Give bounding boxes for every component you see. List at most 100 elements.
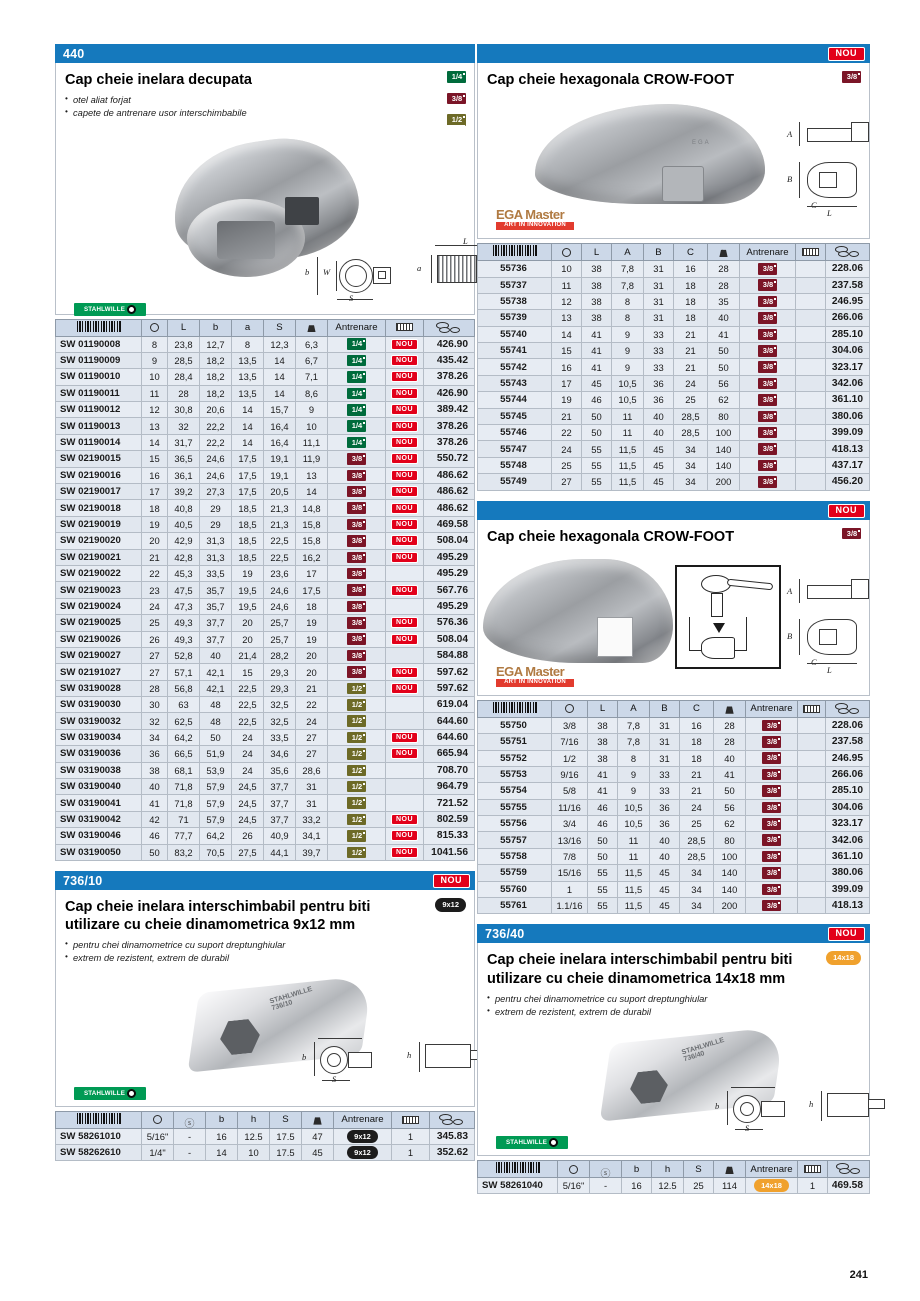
table-row[interactable]: SW 01190013 13 32 22,2 14 16,4 10 1/4 NOU 378.26 [55, 417, 475, 435]
table-row[interactable]: 55757 13/16 50 11 40 28,5 80 3/8 342.06 [477, 831, 870, 849]
table-row[interactable]: 55743 17 45 10,5 36 24 56 3/8 342.06 [477, 374, 870, 393]
table-row[interactable]: 55760 1 55 11,5 45 34 140 3/8 399.09 [477, 880, 870, 899]
table-row[interactable]: SW 03190042 42 71 57,9 24,5 37,7 33,2 1/2 NOU 802… [55, 810, 475, 829]
table-row[interactable]: SW 58262610 1/4" -14 10 17.5 45 9x12 1 352.62 [55, 1144, 475, 1162]
cell-l: 47,5 [167, 581, 200, 599]
table-row[interactable]: 55739 13 38 8 31 18 40 3/8 266.06 [477, 309, 870, 327]
table-row[interactable]: SW 02190017 17 39,2 27,3 17,5 20,5 14 3/8 NOU 486… [55, 483, 475, 501]
cell-l: 50 [587, 847, 618, 866]
table-row[interactable]: 55759 15/16 55 11,5 45 34 140 3/8 380.06 [477, 864, 870, 882]
table-row[interactable]: SW 02190021 21 42,8 31,3 18,5 22,5 16,2 3/8 NOU 4… [55, 548, 475, 566]
table-row[interactable]: SW 01190011 11 28 18,2 13,5 14 8,6 1/4 NOU 426.90 [55, 384, 475, 403]
cell-qty [797, 815, 826, 833]
table-row[interactable]: 55744 19 46 10,5 36 25 62 3/8 361.10 [477, 391, 870, 409]
table-row[interactable]: 55751 7/16 38 7,8 31 18 28 3/8 237.58 [477, 733, 870, 751]
table-row[interactable]: SW 01190012 12 30,8 20,6 14 15,7 9 1/4 NOU 389.42 [55, 401, 475, 419]
cell-weight: 40 [713, 749, 746, 767]
table-row[interactable]: SW 01190010 10 28,4 18,2 13,5 14 7,1 1/4 NOU 378.… [55, 368, 475, 386]
table-row[interactable]: 55752 1/2 38 8 31 18 40 3/8 246.95 [477, 749, 870, 767]
nou-badge: NOU [390, 682, 419, 694]
header-inch [589, 1160, 622, 1179]
cell-price: 495.29 [423, 548, 475, 566]
table-row[interactable]: SW 03190032 32 62,5 48 22,5 32,5 24 1/2 644.60 [55, 712, 475, 730]
table-row[interactable]: 55736 10 38 7,8 31 16 28 3/8 228.06 [477, 260, 870, 278]
table-row[interactable]: 55749 27 55 11,5 45 34 200 3/8 456.20 [477, 473, 870, 491]
table-row[interactable]: SW 02190025 25 49,3 37,7 20 25,7 19 3/8 NOU 576.3… [55, 614, 475, 632]
table-row[interactable]: 55755 11/16 46 10,5 36 24 56 3/8 304.06 [477, 798, 870, 817]
cell-code: SW 02190024 [55, 597, 142, 616]
table-row[interactable]: 55748 25 55 11,5 45 34 140 3/8 437.17 [477, 456, 870, 475]
table-row[interactable]: SW 01190009 9 28,5 18,2 13,5 14 6,7 1/4 NOU 435.4… [55, 351, 475, 370]
cell-a: 20 [231, 630, 264, 648]
diagram-label-b: b [302, 1051, 307, 1062]
table-row[interactable]: SW 02190020 20 42,9 31,3 18,5 22,5 15,8 3/8 NOU 5… [55, 532, 475, 550]
cell-weight: 47 [301, 1127, 334, 1146]
table-row[interactable]: SW 02190016 16 36,1 24,6 17,5 19,1 13 3/8 NOU 486… [55, 466, 475, 485]
table-row[interactable]: SW 03190030 30 63 48 22,5 32,5 22 1/2 619.04 [55, 696, 475, 714]
cell-qty [795, 456, 826, 475]
drive-chip: 3/8 [758, 476, 777, 488]
ega-master-tagline: ART IN INNOVATION [496, 678, 574, 687]
table-row[interactable]: SW 02190022 22 45,3 33,5 19 23,6 17 3/8 495.29 [55, 564, 475, 583]
section-crowfoot-inch-drive-chip: 3/8 [842, 527, 861, 540]
table-row[interactable]: SW 03190038 38 68,1 53,9 24 35,6 28,6 1/2 708.70 [55, 761, 475, 780]
table-row[interactable]: SW 03190046 46 77,7 64,2 26 40,9 34,1 1/2 NOU 815… [55, 827, 475, 845]
barcode-icon [492, 701, 537, 713]
cell-code: 55744 [477, 391, 552, 409]
table-row[interactable]: 55742 16 41 9 33 21 50 3/8 323.17 [477, 358, 870, 376]
table-row[interactable]: SW 02190015 15 36,5 24,6 17,5 19,1 11,9 3/8 NOU 5… [55, 450, 475, 468]
diagram-shank [348, 1051, 372, 1068]
table-row[interactable]: 55741 15 41 9 33 21 50 3/8 304.06 [477, 342, 870, 360]
cell-a: 13,5 [231, 368, 264, 386]
table-row[interactable]: SW 02190026 26 49,3 37,7 20 25,7 19 3/8 NOU 508.0… [55, 630, 475, 648]
table-row[interactable]: SW 58261040 5/16" -16 12.5 25 114 14x18 1 469.58 [477, 1177, 870, 1195]
header-a: A [611, 243, 644, 262]
table-row[interactable]: 55740 14 41 9 33 21 41 3/8 285.10 [477, 325, 870, 344]
drive-chip: 3/8 [762, 818, 781, 830]
table-row[interactable]: SW 02190019 19 40,5 29 18,5 21,3 15,8 3/8 NOU 469… [55, 515, 475, 534]
cell-s: 17.5 [269, 1144, 302, 1162]
coins-icon [834, 246, 861, 258]
cell-price: 323.17 [825, 815, 870, 833]
table-row[interactable]: SW 02190023 23 47,5 35,7 19,5 24,6 17,5 3/8 NOU 5… [55, 581, 475, 599]
table-row[interactable]: 55738 12 38 8 31 18 35 3/8 246.95 [477, 292, 870, 311]
table-row[interactable]: SW 03190034 34 64,2 50 24 33,5 27 1/2 NOU 644.60 [55, 728, 475, 747]
table-row[interactable]: 55737 11 38 7,8 31 18 28 3/8 237.58 [477, 276, 870, 294]
cell-qty [795, 292, 826, 311]
cell-size: 26 [141, 630, 168, 648]
table-row[interactable]: SW 01190014 14 31,7 22,2 14 16,4 11,1 1/4 NOU 378… [55, 433, 475, 452]
cell-weight: 17,5 [295, 581, 328, 599]
nou-cell [385, 712, 424, 730]
table-row[interactable]: 55756 3/4 46 10,5 36 25 62 3/8 323.17 [477, 815, 870, 833]
drive-chip: 3/8 [347, 666, 366, 678]
table-row[interactable]: 55746 22 50 11 40 28,5 100 3/8 399.09 [477, 424, 870, 442]
table-row[interactable]: 55750 3/8 38 7,8 31 16 28 3/8 228.06 [477, 716, 870, 735]
cell-weight: 31 [295, 778, 328, 796]
table-row[interactable]: 55761 1.1/16 55 11,5 45 34 200 3/8 418.13 [477, 897, 870, 915]
cell-drive: 3/8 [327, 499, 386, 517]
table-row[interactable]: SW 02190027 27 52,8 40 21,4 28,2 20 3/8 584.88 [55, 646, 475, 665]
table-row[interactable]: SW 03190050 50 83,2 70,5 27,5 44,1 39,7 1/2 NOU 1… [55, 843, 475, 862]
table-row[interactable]: 55758 7/8 50 11 40 28,5 100 3/8 361.10 [477, 847, 870, 866]
table-row[interactable]: SW 02190024 24 47,3 35,7 19,5 24,6 18 3/8 495.29 [55, 597, 475, 616]
cell-code: 55742 [477, 358, 552, 376]
table-row[interactable]: SW 03190036 36 66,5 51,9 24 34,6 27 1/2 NOU 665.9… [55, 745, 475, 763]
table-row[interactable]: 55747 24 55 11,5 45 34 140 3/8 418.13 [477, 440, 870, 458]
table-row[interactable]: 55754 5/8 41 9 33 21 50 3/8 285.10 [477, 782, 870, 800]
cell-size: 50 [141, 843, 168, 862]
table-row[interactable]: SW 58261010 5/16" -16 12.5 17.5 47 9x12 1 345.83 [55, 1127, 475, 1146]
table-row[interactable]: 55753 9/16 41 9 33 21 41 3/8 266.06 [477, 765, 870, 784]
cell-size: 11 [551, 276, 582, 294]
table-row[interactable]: SW 02190018 18 40,8 29 18,5 21,3 14,8 3/8 NOU 486… [55, 499, 475, 517]
table-row[interactable]: SW 01190008 8 23,8 12,7 8 12,3 6,3 1/4 NOU 426.90 [55, 335, 475, 353]
table-row[interactable]: SW 03190041 41 71,8 57,9 24,5 37,7 31 1/2 721.52 [55, 794, 475, 812]
table-row[interactable]: SW 03190028 28 56,8 42,1 22,5 29,3 21 1/2 NOU 597… [55, 679, 475, 698]
table-row[interactable]: 55745 21 50 11 40 28,5 80 3/8 380.06 [477, 407, 870, 426]
section-440-illustration: b W S L a [65, 124, 511, 316]
drive-chip: 3/8 [762, 850, 781, 863]
nou-cell: NOU [385, 532, 424, 550]
cell-code: 55740 [477, 325, 552, 344]
table-row[interactable]: SW 03190040 40 71,8 57,9 24,5 37,7 31 1/2 964.79 [55, 778, 475, 796]
table-row[interactable]: SW 02191027 27 57,1 42,1 15 29,3 20 3/8 NOU 597.6… [55, 663, 475, 681]
cell-b: 50 [199, 728, 232, 747]
